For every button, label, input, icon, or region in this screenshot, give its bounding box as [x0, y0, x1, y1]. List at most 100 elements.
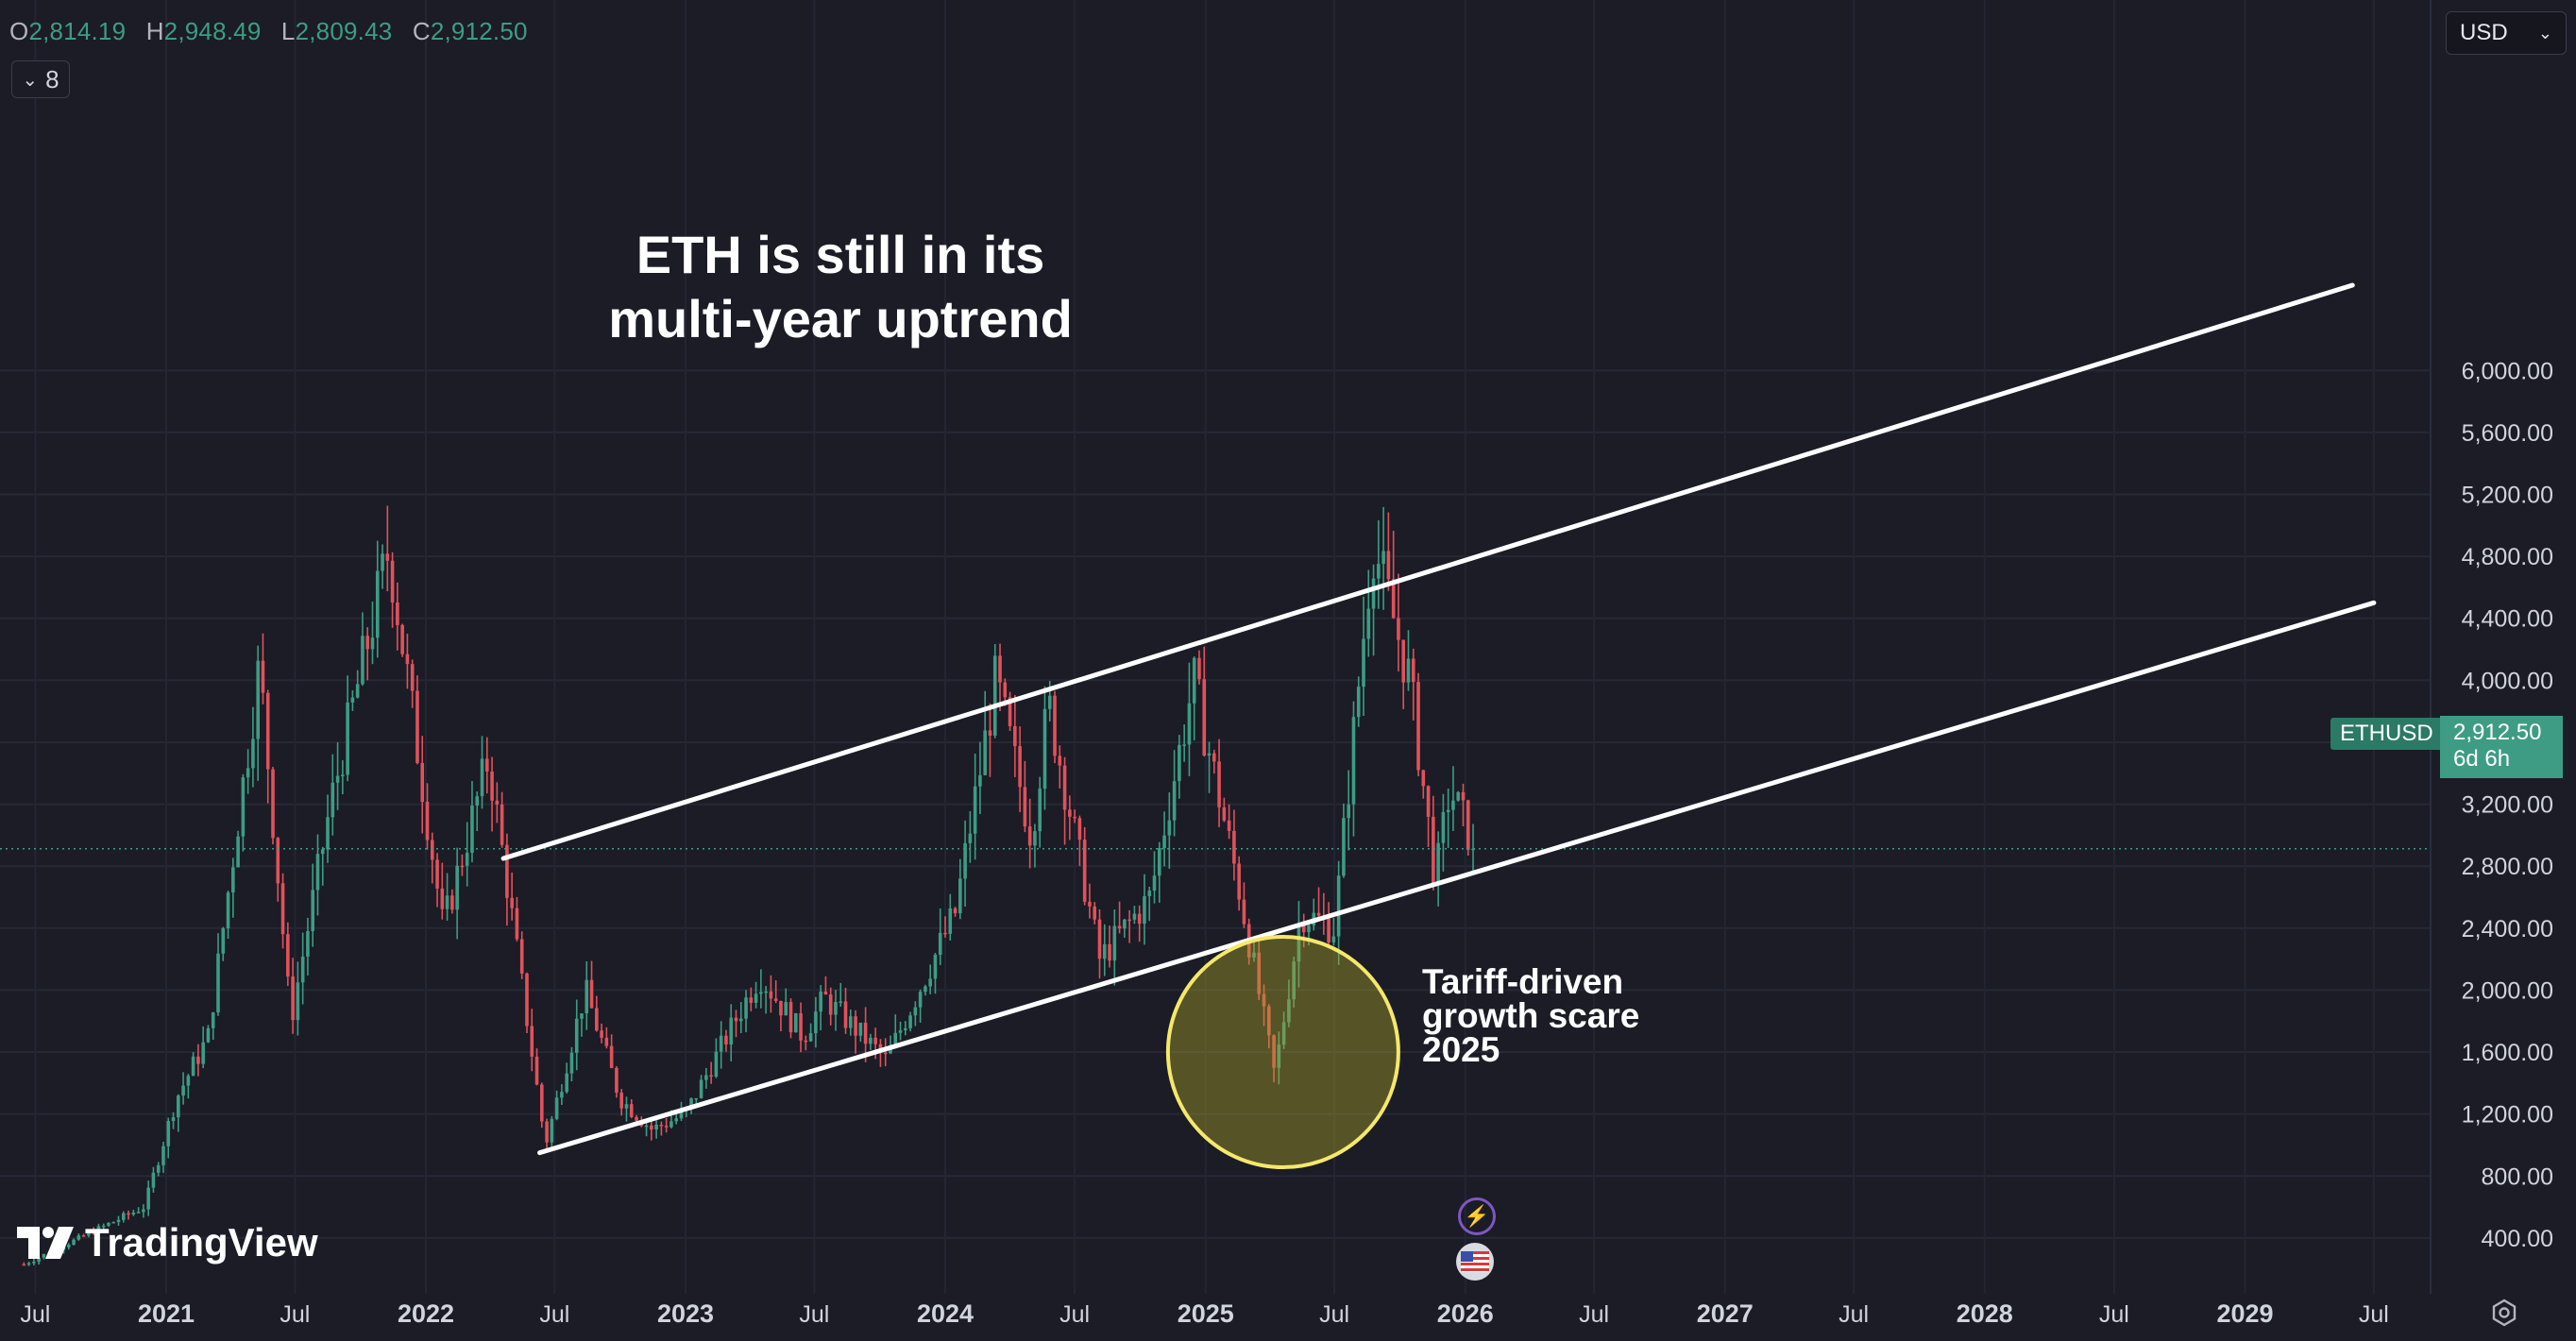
y-tick-label: 800.00 [2482, 1163, 2553, 1190]
candle-body [142, 1209, 145, 1213]
candle-body [729, 1017, 734, 1044]
x-tick-label: 2027 [1697, 1299, 1754, 1328]
candle-body [650, 1125, 653, 1130]
candle-body [405, 654, 410, 665]
candle-body [968, 833, 973, 843]
candle-body [161, 1146, 165, 1165]
tradingview-logo[interactable]: TradingView [17, 1220, 318, 1265]
candle-body [480, 758, 484, 797]
uptrend-annotation[interactable]: ETH is still in its multi-year uptrend [557, 223, 1124, 351]
candle-body [1406, 658, 1411, 683]
candle-body [1077, 818, 1082, 840]
candle-body [998, 655, 1002, 683]
candle-body [898, 1029, 903, 1033]
candle-body [127, 1213, 130, 1215]
candle-body [574, 1018, 579, 1053]
y-tick-label: 5,200.00 [2462, 482, 2553, 508]
gear-icon[interactable] [2489, 1298, 2519, 1328]
candle-body [883, 1052, 888, 1055]
candle-body [873, 1037, 877, 1044]
candle-body [1331, 936, 1336, 942]
candle-body [1162, 835, 1166, 849]
candle-body [589, 979, 594, 1009]
candle-body [296, 982, 300, 1021]
candle-body [913, 1007, 918, 1016]
candle-body [1436, 842, 1440, 884]
candle-body [186, 1076, 191, 1086]
candle-body [744, 997, 748, 1019]
candle-body [191, 1056, 195, 1077]
candle-body [1446, 809, 1450, 812]
candle-body [1068, 809, 1072, 817]
candle-body [540, 1084, 544, 1122]
candle-body [823, 991, 828, 995]
candle-body [1003, 682, 1008, 698]
candle-body [1316, 912, 1321, 916]
y-tick-label: 1,200.00 [2462, 1102, 2553, 1129]
candle-body [793, 1013, 798, 1033]
candle-body [1262, 993, 1266, 1007]
candle-body [455, 865, 459, 910]
candle-body [1117, 925, 1122, 929]
candle-body [500, 804, 504, 845]
candle-body [1267, 1006, 1271, 1036]
x-tick-label: 2021 [138, 1299, 195, 1328]
indicators-toggle-button[interactable]: ⌄ 8 [11, 60, 70, 98]
candle-body [1008, 697, 1012, 726]
x-tick-label: Jul [1319, 1301, 1349, 1328]
candle-body [1307, 925, 1311, 933]
candle-body [1212, 753, 1216, 762]
candle-body [465, 852, 469, 866]
candle-body [759, 992, 763, 994]
candle-body [709, 1075, 713, 1078]
candle-body [1027, 826, 1032, 846]
y-tick-label: 3,200.00 [2462, 792, 2553, 819]
candle-body [689, 1098, 693, 1109]
candle-body [381, 553, 384, 571]
candle-body [355, 684, 360, 698]
y-tick-label: 400.00 [2482, 1226, 2553, 1252]
x-tick-label: 2023 [657, 1299, 714, 1328]
candle-body [1381, 551, 1385, 565]
candle-body [1461, 791, 1466, 801]
currency-select[interactable]: USD ⌄ [2446, 11, 2567, 55]
x-tick-label: Jul [799, 1301, 829, 1328]
candle-body [226, 892, 230, 929]
candle-body [1377, 564, 1381, 579]
candle-body [390, 560, 395, 603]
lightning-event-icon[interactable]: ⚡ [1458, 1197, 1496, 1235]
candle-body [604, 1037, 609, 1046]
candle-body [1082, 840, 1087, 902]
candle-body [1088, 901, 1092, 907]
candle-body [893, 1032, 898, 1046]
candle-body [1018, 746, 1022, 788]
y-tick-label: 2,800.00 [2462, 854, 2553, 880]
trendline-lower [537, 600, 2377, 1156]
candle-body [1042, 708, 1047, 789]
annotation-line: multi-year uptrend [608, 289, 1073, 348]
candle-body [350, 697, 355, 703]
candle-body [1222, 806, 1227, 821]
us-flag-icon[interactable] [1456, 1243, 1494, 1281]
candle-body [843, 1001, 848, 1028]
candle-body [1207, 753, 1212, 756]
candle-body [1416, 682, 1420, 771]
candle-body [1296, 925, 1301, 962]
candle-body [410, 664, 415, 691]
candle-body [81, 1235, 86, 1237]
chevron-down-icon: ⌄ [22, 69, 39, 91]
candle-body [241, 777, 246, 837]
candle-body [346, 702, 349, 775]
candle-body [315, 854, 320, 891]
candle-body [519, 939, 524, 974]
currency-value: USD [2460, 20, 2508, 45]
tariff-scare-annotation[interactable]: Tariff-driven growth scare 2025 [1422, 964, 1639, 1067]
candle-body [1411, 658, 1415, 683]
candle-body [764, 991, 768, 993]
tariff-scare-highlight [1165, 935, 1400, 1170]
candle-body [1178, 744, 1181, 782]
candle-body [196, 1056, 200, 1064]
candle-body [674, 1118, 679, 1122]
